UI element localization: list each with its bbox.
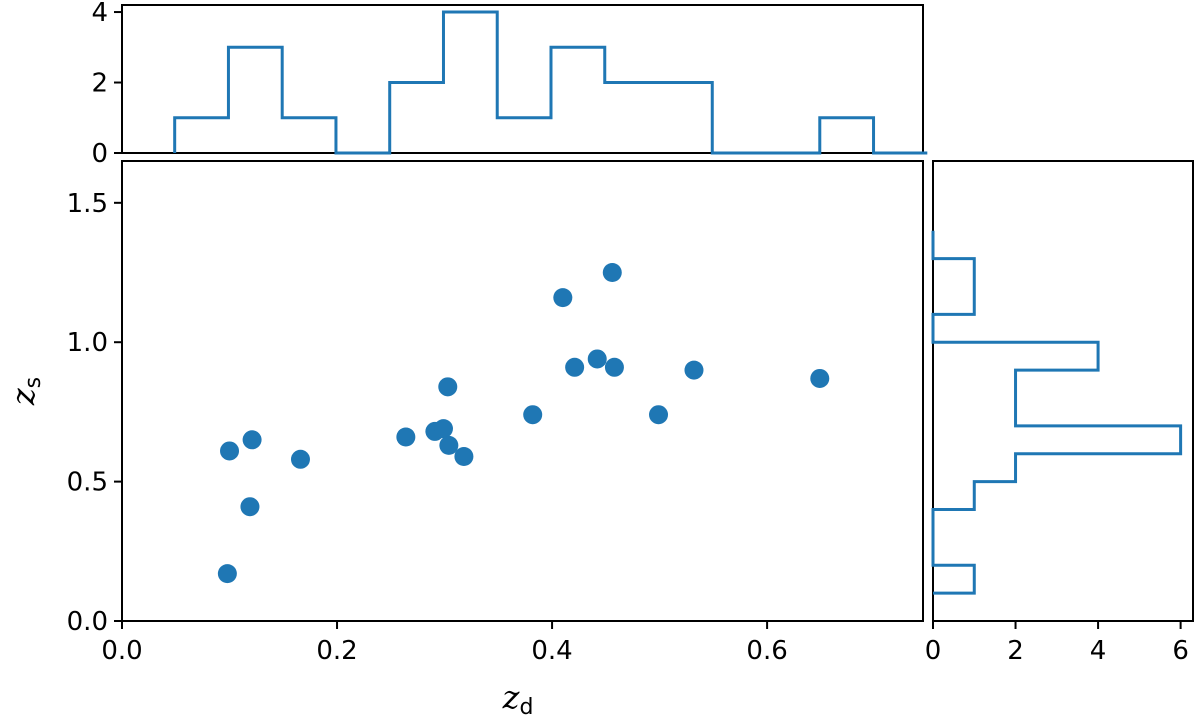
- scatter-points: [217, 263, 830, 584]
- scatter-point-16: [604, 357, 624, 377]
- top-histogram-step-line: [173, 10, 928, 155]
- right-hist-x-tick-label-0: 0: [925, 636, 942, 666]
- x-tick-label-0: 0.0: [101, 636, 142, 666]
- scatter-point-9: [439, 435, 459, 455]
- scatter-x-ticks: 0.0 0.2 0.4 0.6: [101, 621, 788, 666]
- scatter-point-15: [602, 263, 622, 283]
- right-hist-x-tick-label-2: 4: [1090, 636, 1107, 666]
- scatter-point-0: [217, 564, 237, 584]
- top-histogram-frame: [121, 4, 924, 154]
- scatter-point-1: [220, 441, 240, 461]
- x-axis-label: zd: [502, 678, 534, 720]
- right-hist-x-tick-label-3: 6: [1172, 636, 1189, 666]
- scatter-point-2: [240, 497, 260, 517]
- scatter-point-18: [684, 360, 704, 380]
- right-histogram-step-line: [931, 230, 1183, 595]
- top-histogram-y-ticks: 0 2 4: [91, 0, 122, 169]
- scatter-frame: [121, 160, 924, 622]
- scatter-point-10: [454, 447, 474, 467]
- scatter-point-5: [396, 427, 416, 447]
- top-hist-y-tick-label-1: 2: [91, 69, 108, 99]
- top-histogram-panel: 0 2 4: [91, 0, 928, 169]
- scatter-point-14: [587, 349, 607, 369]
- top-hist-y-tick-label-0: 0: [91, 139, 108, 169]
- x-tick-label-3: 0.6: [746, 636, 787, 666]
- right-histogram-frame: [932, 160, 1194, 622]
- scatter-y-ticks: 0.0 0.5 1.0 1.5: [67, 189, 122, 637]
- top-hist-y-tick-label-2: 4: [91, 0, 108, 28]
- y-tick-label-3: 1.5: [67, 189, 108, 219]
- scatter-panel: 0.0 0.2 0.4 0.6 0.0 0.5 1.0 1.5 zd zs: [4, 160, 924, 720]
- y-tick-label-2: 1.0: [67, 328, 108, 358]
- scatter-point-12: [553, 288, 573, 308]
- scatter-point-7: [433, 419, 453, 439]
- y-axis-label: zs: [4, 377, 46, 406]
- scatter-point-17: [649, 405, 669, 425]
- scatter-point-11: [523, 405, 543, 425]
- scatter-point-13: [565, 357, 585, 377]
- scatter-point-19: [810, 368, 830, 388]
- scatter-point-3: [242, 430, 262, 450]
- right-hist-x-tick-label-1: 2: [1007, 636, 1024, 666]
- y-tick-label-1: 0.5: [67, 468, 108, 498]
- x-tick-label-1: 0.2: [316, 636, 357, 666]
- scatter-point-8: [438, 377, 458, 397]
- right-histogram-x-ticks: 0 2 4 6: [925, 621, 1189, 666]
- scatter-point-4: [290, 449, 310, 469]
- x-tick-label-2: 0.4: [531, 636, 572, 666]
- right-histogram-panel: 0 2 4 6: [925, 160, 1194, 666]
- y-tick-label-0: 0.0: [67, 607, 108, 637]
